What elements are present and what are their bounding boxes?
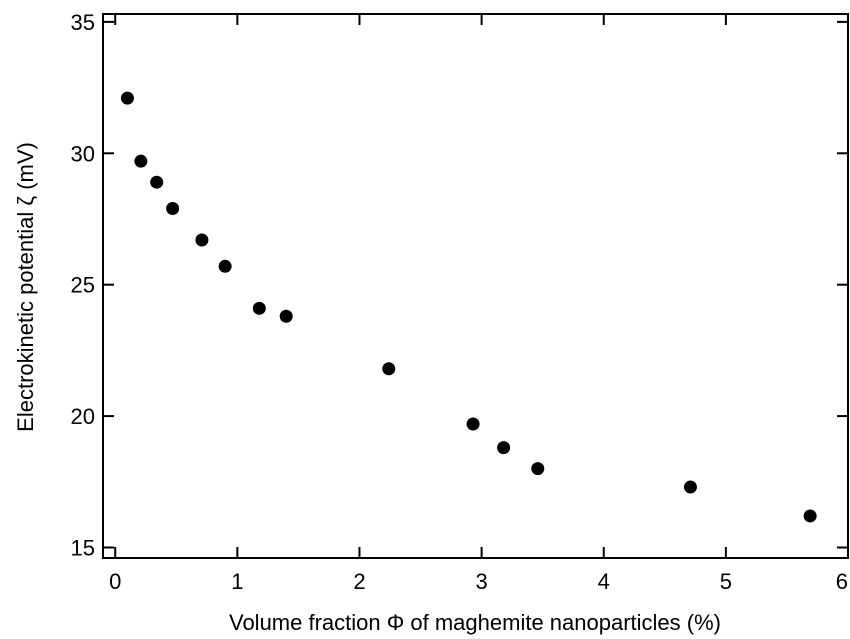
y-tick-label-1: 20 xyxy=(71,404,95,429)
data-point-0 xyxy=(120,91,134,105)
data-point-3 xyxy=(166,201,180,215)
data-point-11 xyxy=(531,462,545,476)
x-tick-label-1: 1 xyxy=(231,569,243,594)
data-point-12 xyxy=(683,480,697,494)
x-tick-label-4: 4 xyxy=(598,569,610,594)
data-point-4 xyxy=(195,233,209,247)
data-point-10 xyxy=(497,441,511,455)
y-tick-label-3: 30 xyxy=(71,141,95,166)
data-point-7 xyxy=(279,309,293,323)
x-tick-label-2: 2 xyxy=(353,569,365,594)
data-point-1 xyxy=(134,154,148,168)
data-point-2 xyxy=(150,175,164,189)
y-tick-label-2: 25 xyxy=(71,273,95,298)
y-axis-label: Electrokinetic potential ζ (mV) xyxy=(13,142,38,432)
data-point-13 xyxy=(803,509,817,523)
x-tick-label-0: 0 xyxy=(109,569,121,594)
data-point-5 xyxy=(218,259,232,273)
plot-border xyxy=(102,13,849,559)
x-axis-label: Volume fraction Φ of maghemite nanoparti… xyxy=(229,610,721,635)
y-tick-label-4: 35 xyxy=(71,10,95,35)
data-points xyxy=(120,91,817,523)
y-tick-labels: 15 20 25 30 35 xyxy=(71,10,95,561)
x-tick-label-5: 5 xyxy=(720,569,732,594)
data-point-9 xyxy=(466,417,480,431)
data-point-6 xyxy=(252,301,266,315)
x-tick-label-3: 3 xyxy=(475,569,487,594)
y-tick-label-0: 15 xyxy=(71,535,95,560)
x-tick-label-6: 6 xyxy=(836,569,848,594)
x-tick-labels: 0 1 2 3 4 5 6 xyxy=(109,569,848,594)
axis-ticks xyxy=(103,14,849,558)
plot-frame xyxy=(102,13,849,559)
data-point-8 xyxy=(382,362,396,376)
